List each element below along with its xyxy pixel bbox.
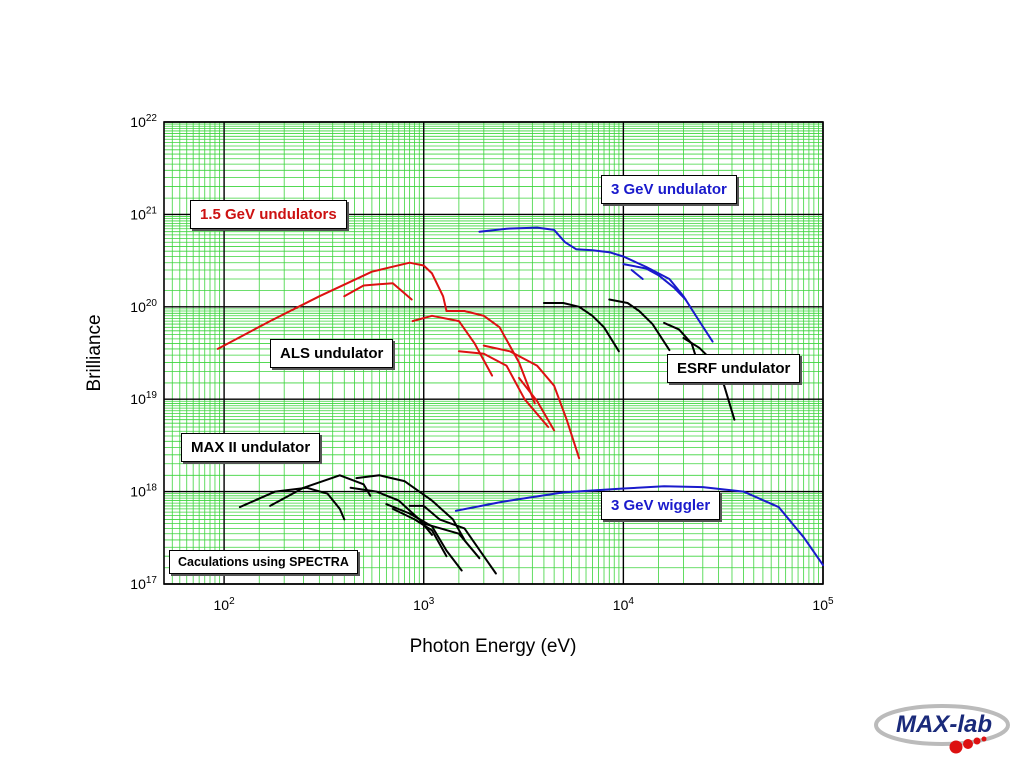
series-1-5-gev-undulators-curve xyxy=(343,282,413,301)
y-tick-label: 1020 xyxy=(130,298,157,315)
series-3-gev-undulator-curve xyxy=(622,263,687,301)
series-max-ii-undulator-curve xyxy=(385,503,463,572)
y-tick-label: 1021 xyxy=(130,205,157,222)
series-1-5-gev-undulators-curve xyxy=(518,376,556,432)
x-tick-label: 104 xyxy=(613,596,635,613)
x-axis-title: Photon Energy (eV) xyxy=(410,636,577,657)
logo-text: MAX-lab xyxy=(896,711,992,738)
chart-series-layer xyxy=(216,226,824,575)
annotation-spectra-note: Caculations using SPECTRA xyxy=(169,550,358,574)
y-tick-label: 1022 xyxy=(130,113,157,130)
annotation-max-ii-undulator: MAX II undulator xyxy=(181,433,321,462)
series-als-undulator-curve xyxy=(408,504,497,575)
x-tick-label: 103 xyxy=(413,596,435,613)
series-1-5-gev-undulators-curve xyxy=(445,310,536,405)
y-tick-label: 1019 xyxy=(130,390,157,407)
series-als-undulator-curve xyxy=(422,522,481,560)
plot-frame xyxy=(163,121,824,585)
max-lab-logo: MAX-lab xyxy=(874,704,1010,754)
annotation-3-gev-wiggler: 3 GeV wiggler xyxy=(601,491,721,520)
x-tick-label: 102 xyxy=(214,596,236,613)
series-3-gev-wiggler-curve xyxy=(454,485,824,567)
y-tick-label: 1017 xyxy=(130,575,157,592)
series-3-gev-undulator-curve xyxy=(478,226,714,343)
chart-tick-labels: 1017 1018 1019 1020 1021 1022 102 103 104 105 xyxy=(130,113,834,613)
series-max-ii-undulator-curve xyxy=(391,507,448,558)
y-axis-title: Brilliance xyxy=(84,314,105,391)
annotation-esrf-undulator: ESRF undulator xyxy=(667,354,801,383)
logo-dot xyxy=(963,739,973,749)
x-tick-label: 105 xyxy=(812,596,834,613)
series-1-5-gev-undulators-curve xyxy=(457,350,550,428)
series-1-5-gev-undulators-curve xyxy=(216,261,448,350)
logo-dot xyxy=(973,737,981,745)
series-max-ii-undulator-curve xyxy=(238,486,346,521)
y-tick-label: 1018 xyxy=(130,483,157,500)
series-3-gev-undulator-curve xyxy=(630,269,644,280)
series-esrf-undulator-curve xyxy=(542,302,620,353)
logo-swoosh xyxy=(874,704,1010,746)
logo-dot xyxy=(949,740,963,754)
annotation-als-undulator: ALS undulator xyxy=(270,339,394,368)
logo-dot xyxy=(981,736,987,742)
annotation-3-gev-undulator: 3 GeV undulator xyxy=(601,175,737,204)
series-als-undulator-curve xyxy=(355,474,466,541)
series-als-undulator-curve xyxy=(269,474,372,507)
series-esrf-undulator-curve xyxy=(608,298,671,352)
annotation-1-5-gev-undulators: 1.5 GeV undulators xyxy=(190,200,347,229)
series-1-5-gev-undulators-curve xyxy=(482,344,581,460)
